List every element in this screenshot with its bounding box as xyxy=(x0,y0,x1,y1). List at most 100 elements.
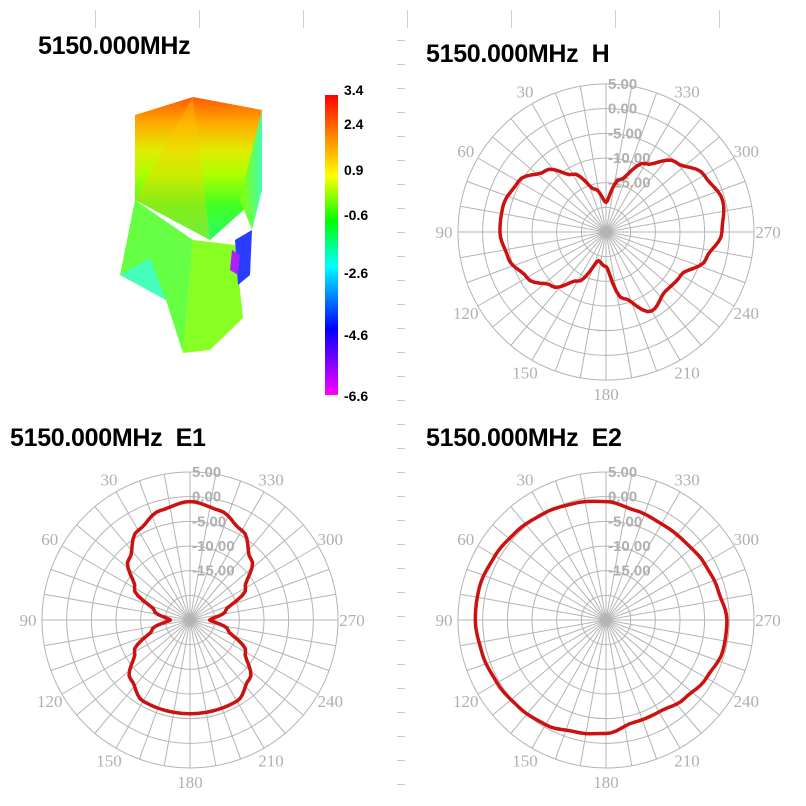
divider-dash xyxy=(397,40,405,41)
panel-title-3d: 5150.000MHz xyxy=(38,32,191,60)
pattern-curve xyxy=(498,158,726,314)
grid-spoke xyxy=(531,619,607,749)
divider-dash xyxy=(397,64,405,65)
radial-tick-label: -15.00 xyxy=(608,563,651,580)
radial-tick-label: -10.00 xyxy=(192,538,235,555)
grid-spoke xyxy=(477,619,607,695)
panel-title-h: 5150.000MHz H xyxy=(426,40,610,68)
grid-spoke xyxy=(554,92,607,233)
grid-spoke xyxy=(94,619,191,734)
angle-tick-label: 210 xyxy=(674,751,700,770)
grid-spoke xyxy=(138,480,191,621)
divider-dash xyxy=(397,400,405,401)
grid-spoke xyxy=(94,506,191,621)
ruler-tick xyxy=(407,10,408,28)
angle-tick-label: 180 xyxy=(177,773,203,792)
grid-spoke xyxy=(605,231,746,284)
divider-dash xyxy=(397,448,405,449)
grid-spoke xyxy=(605,103,681,233)
grid-spoke xyxy=(189,524,304,621)
grid-spoke xyxy=(466,231,607,284)
grid-spoke xyxy=(189,619,242,760)
angle-tick-label: 300 xyxy=(734,530,760,549)
grid-spoke xyxy=(163,474,191,621)
grid-spoke xyxy=(579,231,607,378)
angle-tick-label: 180 xyxy=(593,385,619,404)
colorbar-tick-label: -0.6 xyxy=(344,207,368,223)
colorbar-tick-label: 0.9 xyxy=(344,162,364,178)
angle-tick-label: 30 xyxy=(517,471,534,490)
ruler-tick xyxy=(615,10,616,28)
grid-spoke xyxy=(510,118,607,233)
3d-body-wing xyxy=(120,258,166,300)
colorbar-tick-label: -4.6 xyxy=(344,327,368,343)
grid-spoke xyxy=(115,491,191,621)
angle-tick-label: 270 xyxy=(755,223,781,242)
grid-spoke xyxy=(189,619,304,716)
grid-spoke xyxy=(189,506,286,621)
angle-tick-label: 300 xyxy=(734,142,760,161)
divider-dash xyxy=(397,640,405,641)
angle-tick-label: 150 xyxy=(512,751,538,770)
divider-dash xyxy=(397,112,405,113)
grid-spoke xyxy=(189,619,217,766)
divider-dash xyxy=(397,736,405,737)
grid-spoke xyxy=(605,480,658,621)
grid-spoke xyxy=(138,619,191,760)
divider-dash xyxy=(397,160,405,161)
ruler-tick xyxy=(511,10,512,28)
grid-spoke xyxy=(76,619,191,716)
polar-chart-e2: 5.000.00-5.00-10.00-15.00306090120150180… xyxy=(436,464,781,792)
angle-tick-label: 60 xyxy=(457,142,474,161)
divider-dash xyxy=(397,616,405,617)
grid-spoke xyxy=(189,474,217,621)
3d-body-shade xyxy=(135,97,210,240)
3d-body-edge xyxy=(240,110,262,230)
3d-pattern xyxy=(120,97,262,353)
grid-spoke xyxy=(579,619,607,766)
grid-spoke xyxy=(477,231,607,307)
angle-tick-label: 240 xyxy=(734,692,760,711)
angle-tick-label: 150 xyxy=(512,363,538,382)
pattern-curve xyxy=(473,499,729,736)
angle-tick-label: 270 xyxy=(755,611,781,630)
grid-spoke xyxy=(492,136,607,233)
angle-tick-label: 150 xyxy=(96,751,122,770)
divider-dash xyxy=(397,472,405,473)
grid-spoke xyxy=(44,619,191,647)
divider-dash xyxy=(397,184,405,185)
grid-spoke xyxy=(605,619,702,734)
grid-spoke xyxy=(466,180,607,233)
angle-tick-label: 60 xyxy=(457,530,474,549)
angle-tick-label: 210 xyxy=(258,751,284,770)
grid-spoke xyxy=(189,619,336,647)
angle-tick-label: 120 xyxy=(37,692,63,711)
grid-spoke xyxy=(605,619,746,672)
divider-dash xyxy=(397,592,405,593)
grid-spoke xyxy=(466,568,607,621)
radial-tick-label: -5.00 xyxy=(608,513,642,530)
colorbar-tick-label: -6.6 xyxy=(344,388,368,404)
grid-spoke xyxy=(554,231,607,372)
grid-spoke xyxy=(189,480,242,621)
angle-tick-label: 90 xyxy=(436,611,453,630)
grid-spoke xyxy=(605,92,658,233)
divider-dash xyxy=(397,784,405,785)
grid-spoke xyxy=(579,474,607,621)
grid-spoke xyxy=(50,568,191,621)
divider-dash xyxy=(397,328,405,329)
grid-spoke xyxy=(189,491,265,621)
grid-spoke xyxy=(605,619,658,760)
colorbar-tick-label: 3.4 xyxy=(344,82,364,98)
grid-spoke xyxy=(531,103,607,233)
radial-tick-label: -5.00 xyxy=(608,125,642,142)
grid-spoke xyxy=(605,231,752,259)
divider-dash xyxy=(397,376,405,377)
angle-tick-label: 330 xyxy=(674,471,700,490)
grid-spoke xyxy=(605,118,702,233)
grid-spoke xyxy=(605,619,681,749)
radial-tick-label: 5.00 xyxy=(608,76,637,93)
grid-spoke xyxy=(189,619,265,749)
grid-spoke xyxy=(605,231,633,378)
